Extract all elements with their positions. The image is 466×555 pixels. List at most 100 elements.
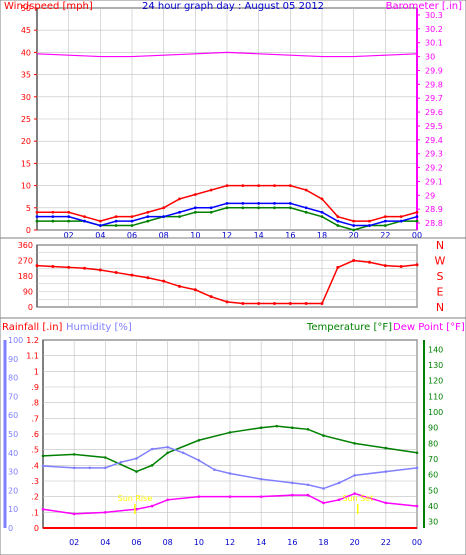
dewpoint-point bbox=[291, 493, 294, 497]
gust-point bbox=[304, 188, 308, 192]
average-point bbox=[352, 224, 356, 227]
time-tick-label: 00 bbox=[412, 538, 422, 547]
barometer-tick-label: 29.3 bbox=[425, 150, 443, 159]
humidity-tick-label: 30 bbox=[8, 468, 18, 477]
speed-point bbox=[415, 219, 419, 223]
temperature-point bbox=[228, 431, 232, 434]
dewpoint-point bbox=[104, 511, 107, 514]
humidity-tick-label: 90 bbox=[8, 355, 18, 364]
humidity-series-line bbox=[42, 446, 418, 490]
rainfall-tick-label: 1.1 bbox=[26, 352, 39, 361]
humidity-point bbox=[353, 474, 356, 477]
time-tick-label: 06 bbox=[131, 538, 141, 547]
temperature-point bbox=[306, 428, 310, 431]
dewpoint-point bbox=[150, 504, 154, 508]
windspeed-tick-label: 10 bbox=[21, 182, 31, 191]
gust-point bbox=[225, 184, 229, 188]
compass-label: N bbox=[436, 239, 444, 252]
barometer-tick-label: 29.9 bbox=[425, 66, 443, 75]
barometer-tick-label: 29.8 bbox=[425, 80, 443, 89]
time-tick-label: 22 bbox=[380, 231, 390, 240]
speed-point bbox=[383, 224, 387, 227]
direction-point bbox=[67, 265, 71, 269]
gust-point bbox=[415, 210, 419, 214]
rainfall-tick-label: 1 bbox=[34, 367, 39, 376]
speed-point bbox=[336, 224, 340, 227]
sun-annotations: Sun Rise Sun Set bbox=[118, 494, 373, 514]
gust-point bbox=[51, 210, 55, 214]
humidity-tick-label: 60 bbox=[8, 411, 18, 420]
gust-point bbox=[130, 215, 134, 219]
gust-point bbox=[273, 184, 276, 188]
average-point bbox=[178, 210, 181, 214]
gust-point bbox=[193, 193, 197, 196]
time-tick-label: 04 bbox=[100, 538, 110, 547]
dewpoint-point bbox=[135, 507, 138, 511]
average-point bbox=[336, 219, 340, 223]
average-point bbox=[288, 201, 292, 205]
humidity-point bbox=[306, 483, 310, 487]
gust-point bbox=[257, 184, 261, 188]
speed-point bbox=[130, 224, 134, 227]
average-point bbox=[130, 219, 134, 223]
barometer-tick-label: 29.2 bbox=[425, 164, 443, 173]
temperature-point bbox=[415, 451, 419, 455]
direction-tick-label: 0 bbox=[28, 303, 33, 312]
average-point bbox=[225, 201, 229, 205]
humidity-point bbox=[197, 459, 201, 462]
speed-point bbox=[35, 219, 39, 223]
rainfall-tick-label: .9 bbox=[31, 383, 39, 392]
temperature-tick-label: 110 bbox=[428, 392, 443, 401]
gust-point bbox=[288, 184, 292, 188]
temperature-point bbox=[275, 424, 279, 428]
barometer-tick-label: 29.1 bbox=[425, 177, 443, 186]
gust-point bbox=[320, 197, 324, 201]
humidity-point bbox=[337, 481, 341, 485]
temperature-tick-label: 60 bbox=[428, 471, 438, 480]
humidity-axis-ticks: 0 10 20 30 40 50 60 70 80 90 100 bbox=[8, 336, 23, 533]
average-point bbox=[35, 215, 39, 219]
speed-point bbox=[273, 206, 276, 210]
rainfall-tick-label: .1 bbox=[31, 508, 39, 517]
time-tick-label: 16 bbox=[285, 231, 295, 240]
time-tick-label: 04 bbox=[95, 231, 105, 240]
humidity-tick-label: 80 bbox=[8, 374, 18, 383]
humidity-point bbox=[88, 466, 92, 470]
average-point bbox=[67, 215, 71, 219]
direction-point bbox=[209, 295, 213, 299]
temperature-point bbox=[384, 446, 388, 450]
temperature-point bbox=[291, 426, 294, 430]
gust-point bbox=[178, 197, 181, 201]
time-tick-label: 12 bbox=[222, 231, 232, 240]
humidity-point bbox=[72, 466, 76, 470]
temperature-tick-label: 120 bbox=[428, 377, 443, 386]
compass-label: N bbox=[436, 301, 444, 314]
temperature-tick-label: 130 bbox=[428, 361, 443, 370]
panel1-series bbox=[35, 51, 419, 232]
speed-point bbox=[209, 210, 213, 214]
rainfall-tick-label: .4 bbox=[31, 461, 39, 470]
panel3-time-ticks: 02 04 06 08 10 12 14 16 18 20 22 00 bbox=[69, 538, 422, 547]
humidity-tick-label: 50 bbox=[8, 430, 18, 439]
rainfall-tick-label: 1.2 bbox=[26, 336, 39, 345]
humidity-point bbox=[228, 472, 232, 475]
barometer-tick-label: 30.3 bbox=[425, 11, 443, 20]
time-tick-label: 06 bbox=[127, 231, 137, 240]
humidity-tick-label: 100 bbox=[8, 336, 23, 345]
time-tick-label: 14 bbox=[256, 538, 266, 547]
average-point bbox=[146, 215, 150, 219]
time-tick-label: 00 bbox=[412, 231, 422, 240]
gust-point bbox=[83, 215, 86, 219]
temperature-tick-label: 90 bbox=[428, 424, 438, 433]
direction-point bbox=[352, 259, 356, 262]
gust-point bbox=[98, 219, 102, 223]
temperature-tick-label: 70 bbox=[428, 455, 438, 464]
temperature-axis-ticks: 30 40 50 60 70 80 90 100 110 120 130 140 bbox=[428, 345, 443, 526]
humidity-tick-label: 0 bbox=[8, 524, 13, 533]
dewpoint-point bbox=[353, 492, 356, 495]
average-point bbox=[383, 219, 387, 223]
direction-point bbox=[288, 302, 292, 306]
dewpoint-point bbox=[197, 495, 201, 498]
